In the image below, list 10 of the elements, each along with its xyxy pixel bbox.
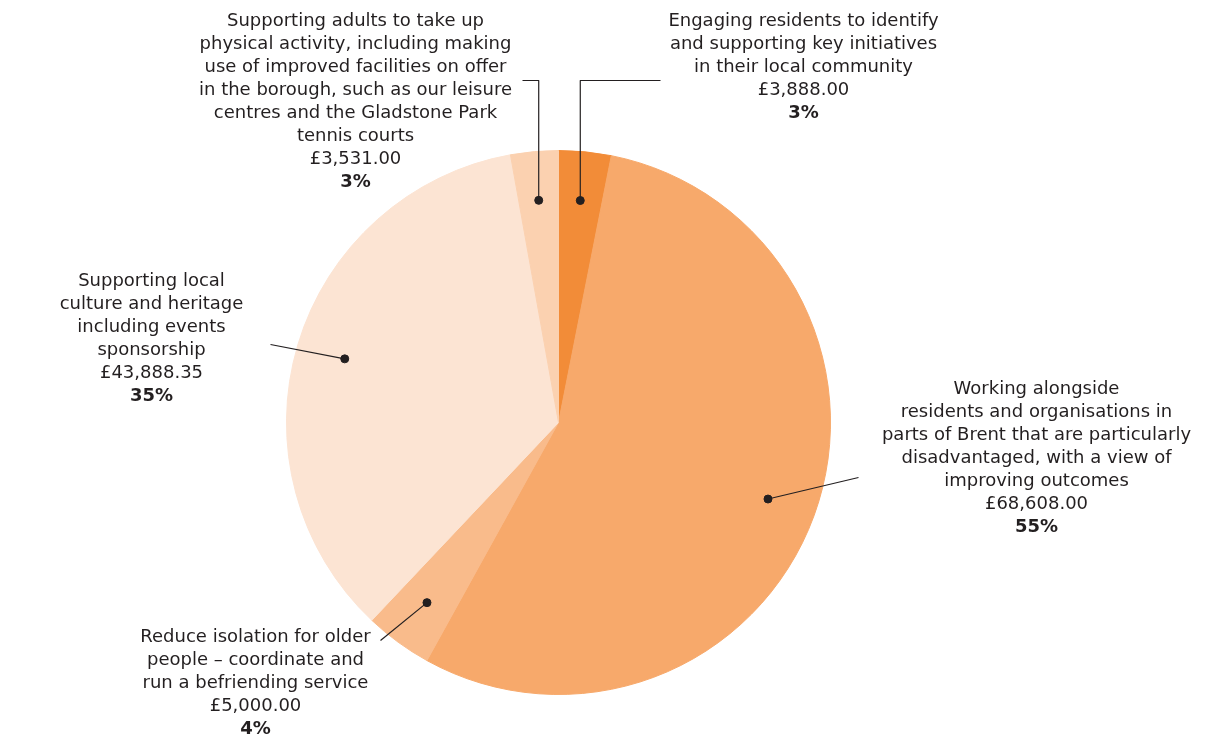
slice-label: Supporting adults to take up physical activity, including making use of improved facilities on offer in the borough, such as our leisure centres and the Gladstone Park tennis courts xyxy=(199,8,512,145)
data-label: £68,608.00 55% xyxy=(984,491,1089,536)
data-label: £5,000.00 4% xyxy=(209,693,302,738)
data-label: £3,531.00 3% xyxy=(309,146,402,191)
data-label: £43,888.35 35% xyxy=(99,360,204,405)
slice-label: Reduce isolation for older people – coordinate and run a befriending service xyxy=(140,624,372,692)
slice-label: Working alongside residents and organisations in parts of Brent that are particularly disadvantaged, with a view of improving outcomes xyxy=(881,376,1192,490)
data-label: £3,888.00 3% xyxy=(757,77,850,122)
slice-label: Supporting local culture and heritage including events sponsorship xyxy=(59,268,244,359)
slice-label: Engaging residents to identify and supporting key initiatives in their local community xyxy=(668,8,939,76)
